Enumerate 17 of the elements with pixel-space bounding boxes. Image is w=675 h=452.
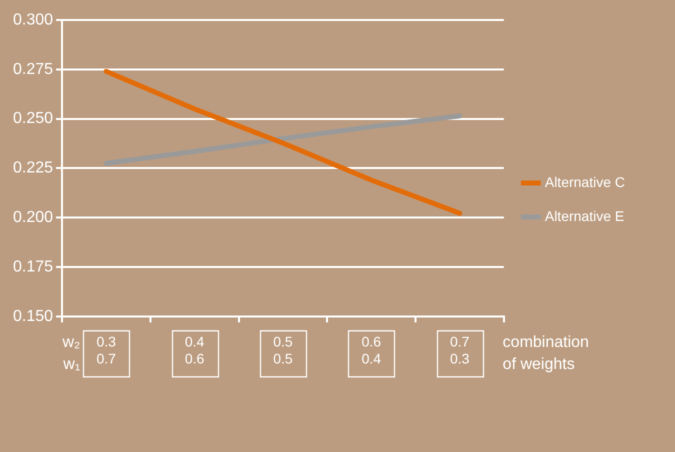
y-tick-label: 0.250 — [12, 110, 54, 128]
y-tick-label: 0.225 — [12, 160, 54, 177]
y-tick-label: 0.150 — [12, 308, 54, 325]
x-tick-label: 0.4 0.6 — [184, 334, 205, 366]
x-tick-label: 0.7 0.3 — [450, 334, 470, 366]
y-tick-label: 0.200 — [12, 209, 54, 226]
legend-label: Alternative C — [544, 174, 626, 190]
x-axis-title: combination of weights — [502, 334, 589, 373]
y-tick-label: 0.300 — [12, 11, 54, 28]
legend-label: Alternative E — [544, 208, 624, 224]
x-tick-label: 0.3 0.7 — [96, 334, 116, 366]
text: w₁ — [62, 356, 80, 373]
x-tick-label: 0.5 0.5 — [273, 334, 293, 366]
x-tick-label: 0.6 0.4 — [362, 334, 382, 366]
y-tick-label: 0.175 — [12, 258, 54, 276]
text: w₂ — [61, 334, 80, 351]
y-tick-label: 0.275 — [12, 60, 54, 78]
